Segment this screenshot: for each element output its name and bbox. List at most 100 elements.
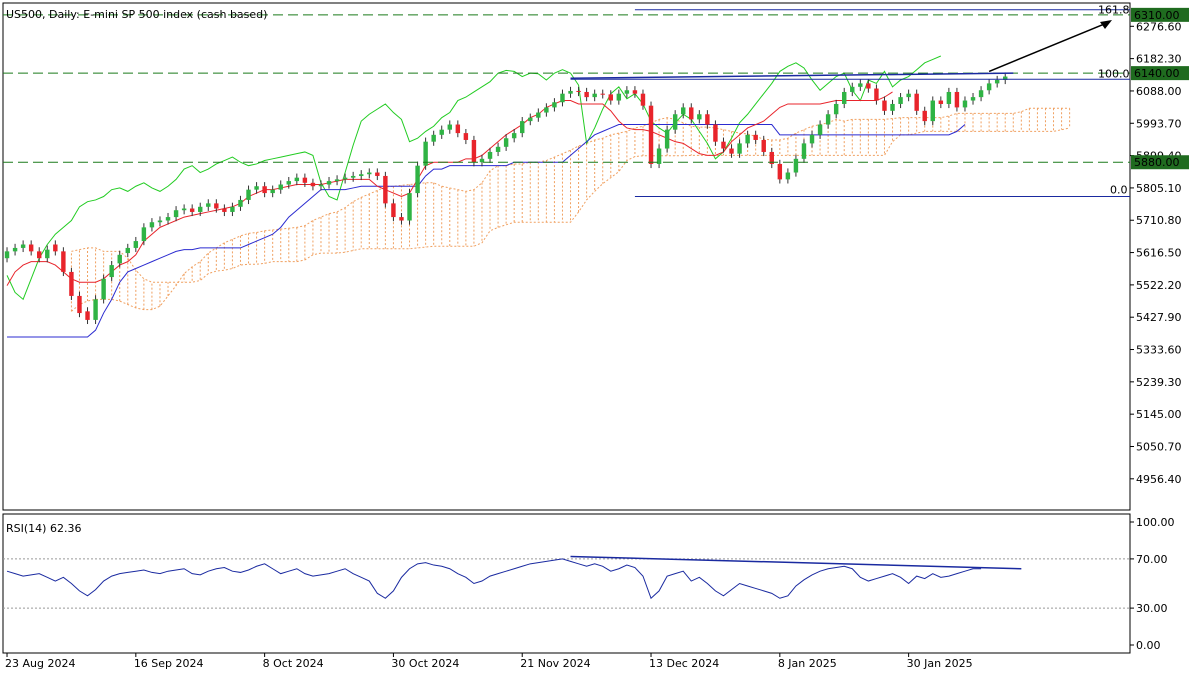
candle-body — [28, 244, 34, 252]
y-tick-label: 5710.80 — [1136, 214, 1182, 227]
candle-body — [375, 172, 380, 176]
candle-body — [986, 83, 992, 91]
candle-body — [858, 83, 863, 87]
candle-body — [173, 210, 179, 218]
candle-body — [729, 148, 734, 154]
target-arrowhead — [1100, 19, 1112, 29]
candle-body — [769, 151, 774, 164]
candle-body — [471, 139, 477, 163]
candle-body — [206, 203, 211, 207]
candle-body — [592, 93, 597, 98]
candle-body — [809, 134, 815, 144]
candle-body — [640, 93, 646, 106]
candle-body — [954, 91, 960, 108]
x-tick-label: 8 Oct 2024 — [263, 657, 324, 670]
candle-body — [930, 100, 935, 122]
candle-body — [45, 249, 50, 259]
main-chart-title: US500, Daily: E-mini SP 500 index (cash … — [6, 8, 268, 21]
x-tick-label: 21 Nov 2024 — [520, 657, 590, 670]
candle-body — [141, 227, 147, 242]
candle-body — [552, 102, 557, 108]
candle-body — [978, 90, 984, 98]
y-tick-label: 6182.30 — [1136, 53, 1182, 66]
candle-body — [399, 217, 404, 221]
candle-body — [391, 203, 396, 218]
candle-body — [721, 141, 726, 149]
candle-body — [681, 107, 686, 115]
candle-body — [165, 217, 171, 221]
candle-body — [61, 251, 66, 272]
candle-body — [214, 203, 219, 209]
rsi-title: RSI(14) 62.36 — [6, 522, 82, 535]
chikou-span — [6, 55, 942, 301]
candle-body — [697, 114, 702, 120]
candle-body — [761, 139, 766, 152]
candle-body — [342, 177, 348, 180]
candle-body — [125, 247, 130, 254]
candle-body — [777, 163, 783, 180]
candle-body — [350, 175, 356, 178]
x-tick-label: 8 Jan 2025 — [778, 657, 837, 670]
candle-body — [149, 222, 155, 228]
candle-body — [431, 134, 436, 142]
candle-body — [801, 143, 807, 159]
candle-body — [890, 103, 895, 111]
candle-body — [664, 129, 670, 149]
candle-body — [745, 134, 750, 144]
y-tick-label: 5333.60 — [1136, 344, 1182, 357]
kijun-sen — [7, 124, 966, 338]
candle-body — [407, 193, 412, 221]
candle-body — [367, 172, 372, 175]
candle-body — [503, 138, 509, 147]
candle-body — [230, 206, 235, 212]
tag-6140-bg — [1131, 66, 1189, 81]
fib-100-label: 100.0 — [1098, 67, 1130, 80]
candle-body — [294, 177, 300, 182]
rsi-trendline — [570, 555, 1022, 570]
fib-0-label: 0.0 — [1110, 184, 1128, 197]
candle-body — [560, 93, 565, 103]
tenkan-sen — [6, 91, 893, 286]
candle-body — [302, 177, 308, 183]
candle-body — [222, 208, 227, 212]
tag-5880: 5880.00 — [1134, 156, 1180, 169]
candle-body — [568, 90, 573, 94]
candle-body — [53, 244, 58, 252]
x-tick-label: 16 Sep 2024 — [134, 657, 204, 670]
y-tick-label: 5145.00 — [1136, 408, 1182, 421]
candle-body — [938, 100, 944, 104]
candle-body — [20, 244, 26, 248]
candle-body — [713, 124, 718, 142]
x-tick-label: 13 Dec 2024 — [649, 657, 719, 670]
candle-body — [423, 141, 428, 166]
candle-body — [439, 129, 444, 135]
candle-body — [189, 208, 195, 212]
candle-body — [520, 121, 525, 134]
y-tick-label: 4956.40 — [1136, 473, 1182, 486]
candle-body — [906, 93, 911, 98]
fib-161-label: 161.8 — [1098, 4, 1130, 17]
candle-body — [511, 133, 517, 139]
candle-body — [4, 251, 10, 259]
candle-body — [93, 299, 98, 320]
candle-body — [117, 254, 122, 264]
candle-body — [487, 151, 493, 159]
candle-body — [85, 311, 90, 320]
candle-body — [463, 133, 469, 140]
x-tick-label: 30 Jan 2025 — [907, 657, 973, 670]
candle-body — [608, 94, 613, 101]
candle-body — [12, 247, 18, 252]
candle-body — [334, 179, 340, 182]
rsi-pane-frame — [2, 513, 1131, 654]
candle-body — [479, 158, 485, 163]
y-tick-label: 5616.50 — [1136, 247, 1182, 260]
candle-body — [994, 79, 1000, 84]
candle-body — [495, 146, 501, 152]
candle-body — [37, 251, 42, 259]
candle-body — [648, 105, 654, 164]
candle-body — [833, 103, 839, 115]
candle-body — [850, 86, 855, 92]
y-tick-label: 5427.90 — [1136, 311, 1182, 324]
candle-body — [866, 83, 871, 89]
